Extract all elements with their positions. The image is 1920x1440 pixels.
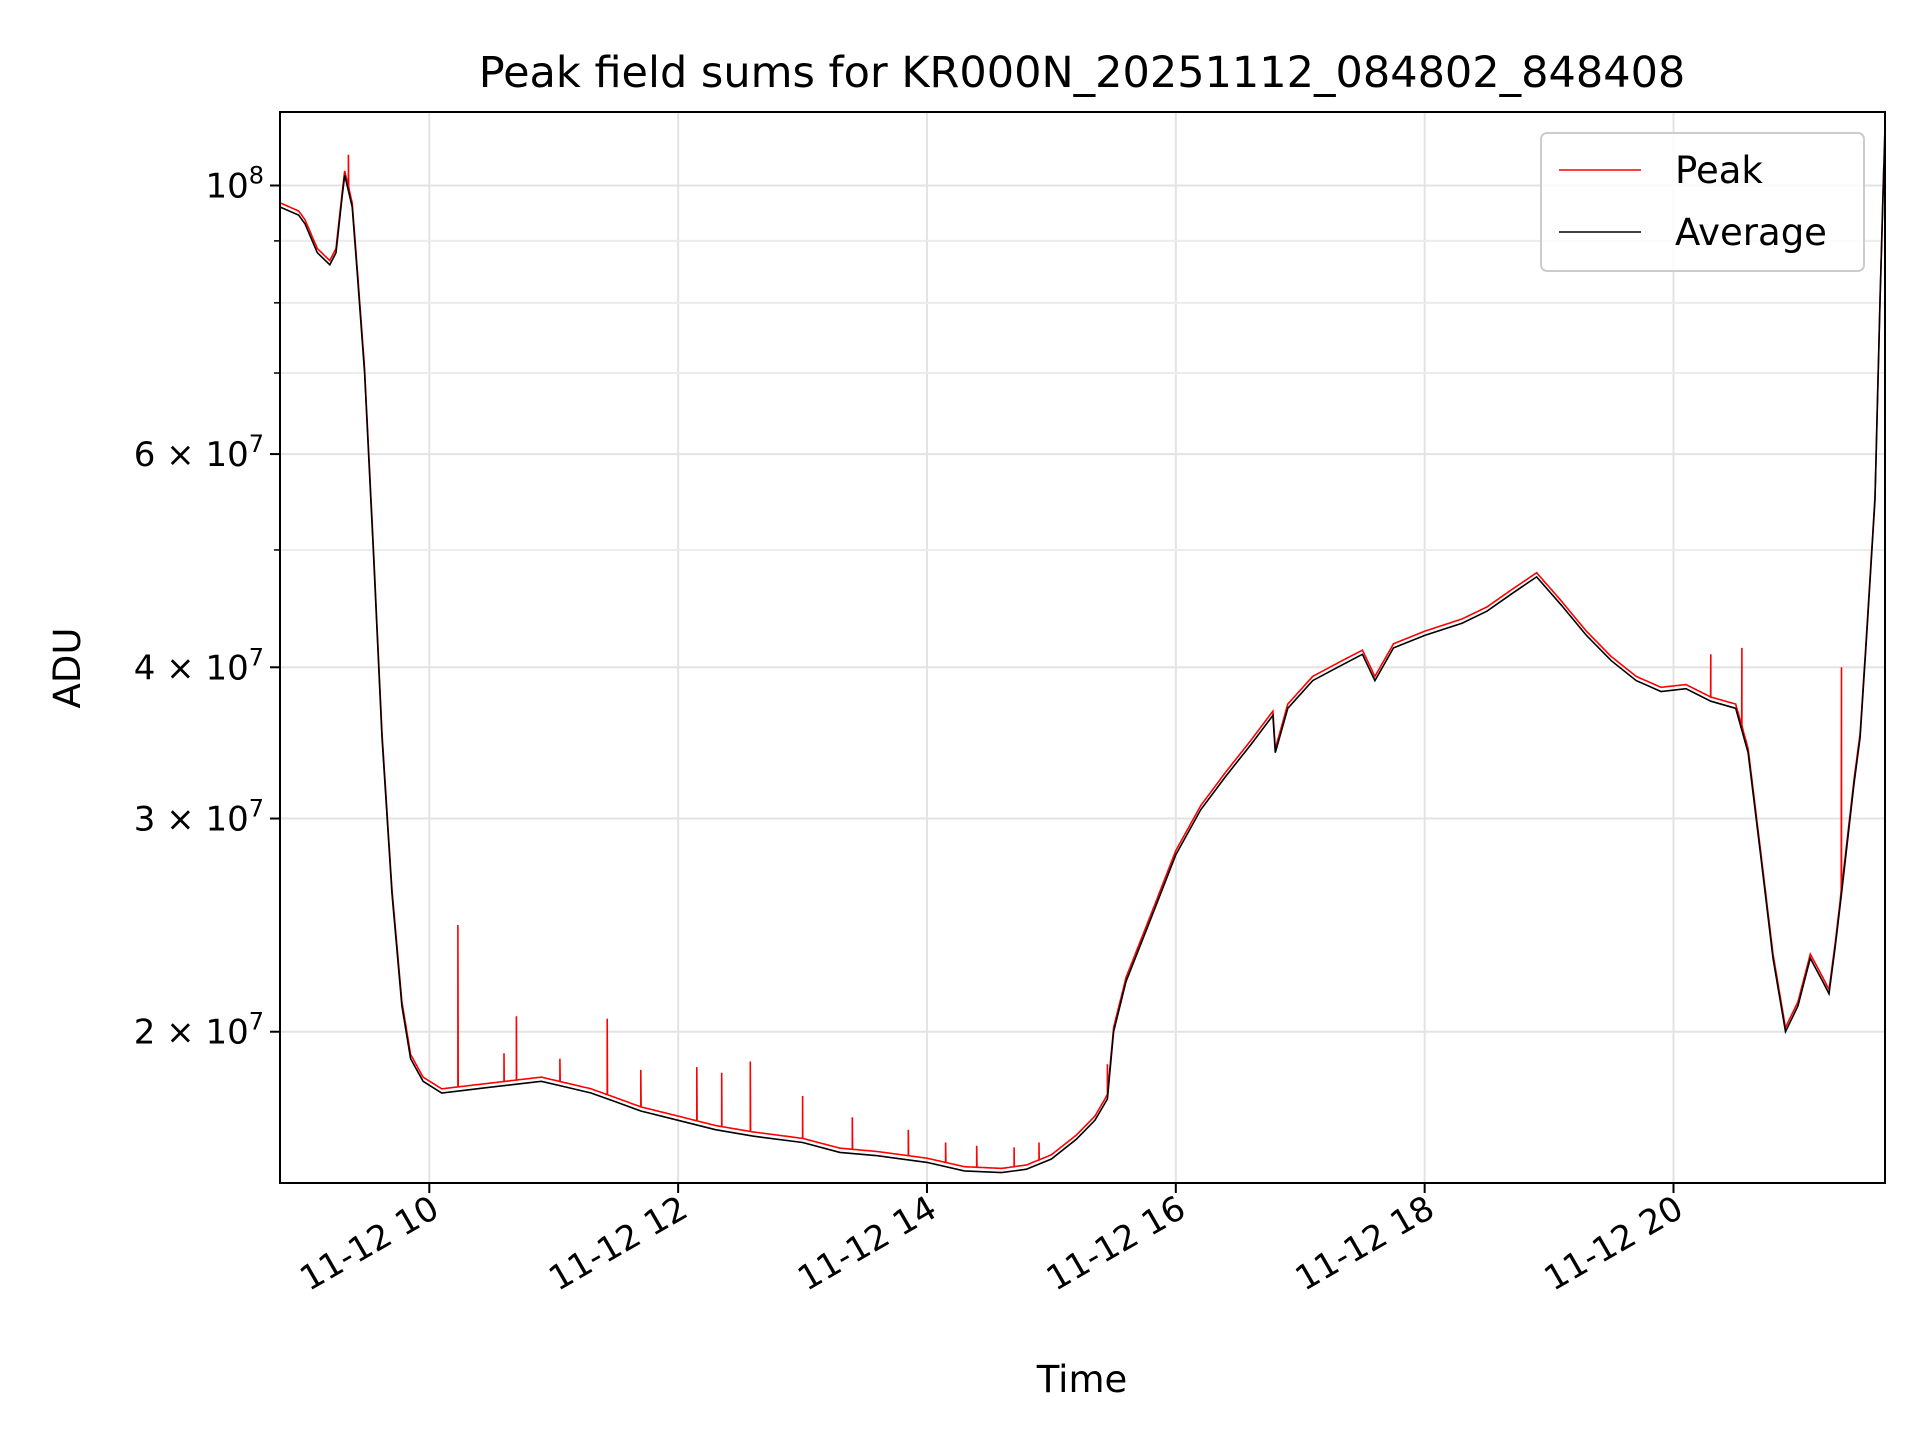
y-tick-label: 3 × 107 (134, 795, 264, 840)
y-tick-label: 2 × 107 (134, 1008, 264, 1053)
series-line-peak (280, 154, 1885, 1170)
plot-area (280, 125, 1885, 1174)
x-axis-label: Time (1036, 1358, 1128, 1401)
y-axis: 2 × 107 3 × 107 4 × 107 6 × 107 108 (134, 161, 280, 1053)
legend-label-peak: Peak (1675, 149, 1763, 192)
chart-title: Peak field sums for KR000N_20251112_0848… (479, 48, 1686, 98)
y-tick-label: 108 (205, 161, 264, 206)
legend: Peak Average (1540, 132, 1865, 272)
legend-label-average: Average (1675, 211, 1827, 254)
series-line-average (280, 125, 1885, 1174)
y-axis-label: ADU (46, 628, 89, 709)
y-tick-label: 6 × 107 (134, 430, 264, 475)
legend-box (1540, 132, 1865, 272)
plot-frame (279, 111, 1886, 1184)
y-tick-label: 4 × 107 (134, 643, 264, 688)
